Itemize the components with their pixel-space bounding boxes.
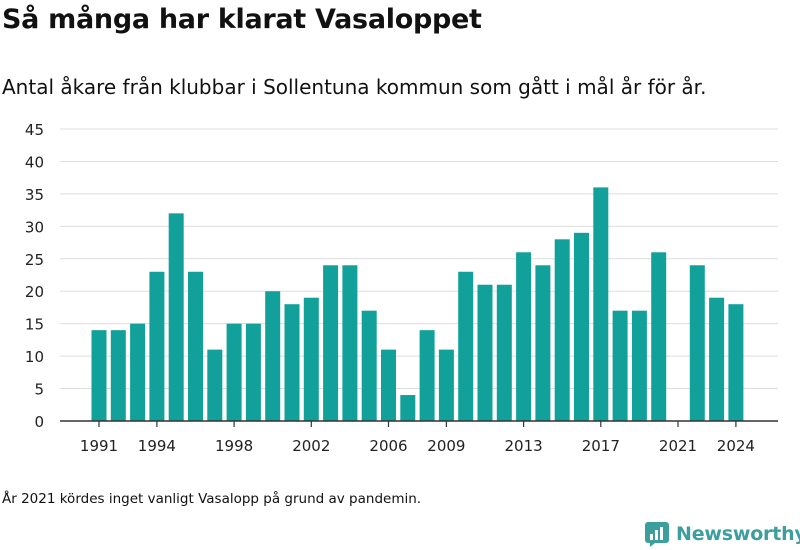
- y-tick-label: 25: [25, 251, 44, 269]
- newsworthy-logo-icon: [645, 522, 669, 547]
- bar-2015: [554, 239, 570, 421]
- y-tick-label: 35: [25, 186, 44, 204]
- bar-2012: [496, 284, 512, 421]
- x-tick-label: 2024: [717, 437, 755, 455]
- y-tick-label: 10: [25, 348, 44, 366]
- bar-2001: [284, 304, 300, 421]
- bar-1994: [149, 271, 165, 421]
- bar-1996: [188, 271, 203, 421]
- bar-chart: 0 5 10 15 20 25 30 35 40 45 1991 1994 1998 2002 2006 2…: [25, 121, 778, 455]
- x-tick-label: 2021: [659, 437, 697, 455]
- bar-2017: [593, 187, 609, 421]
- chart-title: Så många har klarat Vasaloppet: [2, 4, 482, 35]
- y-tick-label: 15: [25, 316, 44, 334]
- bar-2018: [612, 310, 628, 421]
- bar-2010: [458, 271, 474, 421]
- bar-2014: [535, 265, 551, 421]
- footnote: År 2021 kördes inget vanligt Vasalopp på…: [2, 491, 422, 507]
- x-tick-label: 2006: [369, 437, 407, 455]
- brand: Newsworthy: [644, 519, 800, 549]
- y-tick-label: 5: [34, 381, 44, 399]
- bar-2011: [477, 284, 493, 421]
- y-tick-label: 30: [25, 218, 44, 236]
- x-tick-label: 2009: [427, 437, 465, 455]
- bar-1992: [110, 330, 126, 421]
- bar-2006: [381, 349, 396, 421]
- x-axis-ticks: 1991 1994 1998 2002 2006 2009 2013 2017 2021 2024: [80, 421, 755, 455]
- bar-2003: [323, 265, 339, 421]
- bar-2020: [651, 252, 667, 421]
- y-axis-tick-labels: 0 5 10 15 20 25 30 35 40 45: [25, 121, 44, 431]
- bar-2024: [728, 304, 744, 421]
- bar-2002: [303, 297, 319, 421]
- bar-1997: [207, 349, 223, 421]
- bar-1991: [91, 330, 107, 421]
- x-tick-label: 2002: [292, 437, 330, 455]
- y-tick-label: 20: [25, 283, 44, 301]
- bar-2009: [438, 349, 454, 421]
- bar-2004: [342, 265, 358, 421]
- chart-subtitle: Antal åkare från klubbar i Sollentuna ko…: [2, 75, 707, 99]
- bar-1993: [130, 323, 146, 421]
- x-tick-label: 1994: [138, 437, 176, 455]
- y-tick-label: 45: [25, 121, 44, 139]
- bar-2019: [631, 310, 647, 421]
- x-tick-label: 2013: [505, 437, 543, 455]
- grid-lines: [60, 128, 778, 390]
- bar-2016: [574, 232, 589, 421]
- x-tick-label: 2017: [582, 437, 620, 455]
- y-tick-label: 40: [25, 153, 44, 171]
- bar-1998: [226, 323, 242, 421]
- bar-2007: [400, 395, 416, 421]
- bar-2023: [709, 297, 725, 421]
- x-tick-label: 1991: [80, 437, 118, 455]
- bar-2000: [265, 291, 281, 421]
- bar-1999: [245, 323, 261, 421]
- bar-1995: [168, 213, 184, 421]
- bar-2005: [361, 310, 377, 421]
- brand-name: Newsworthy: [676, 523, 800, 545]
- y-tick-label: 0: [34, 413, 44, 431]
- bar-2022: [689, 265, 705, 421]
- bars: [91, 187, 744, 421]
- x-tick-label: 1998: [215, 437, 253, 455]
- bar-2013: [516, 252, 532, 421]
- bar-2008: [419, 330, 435, 421]
